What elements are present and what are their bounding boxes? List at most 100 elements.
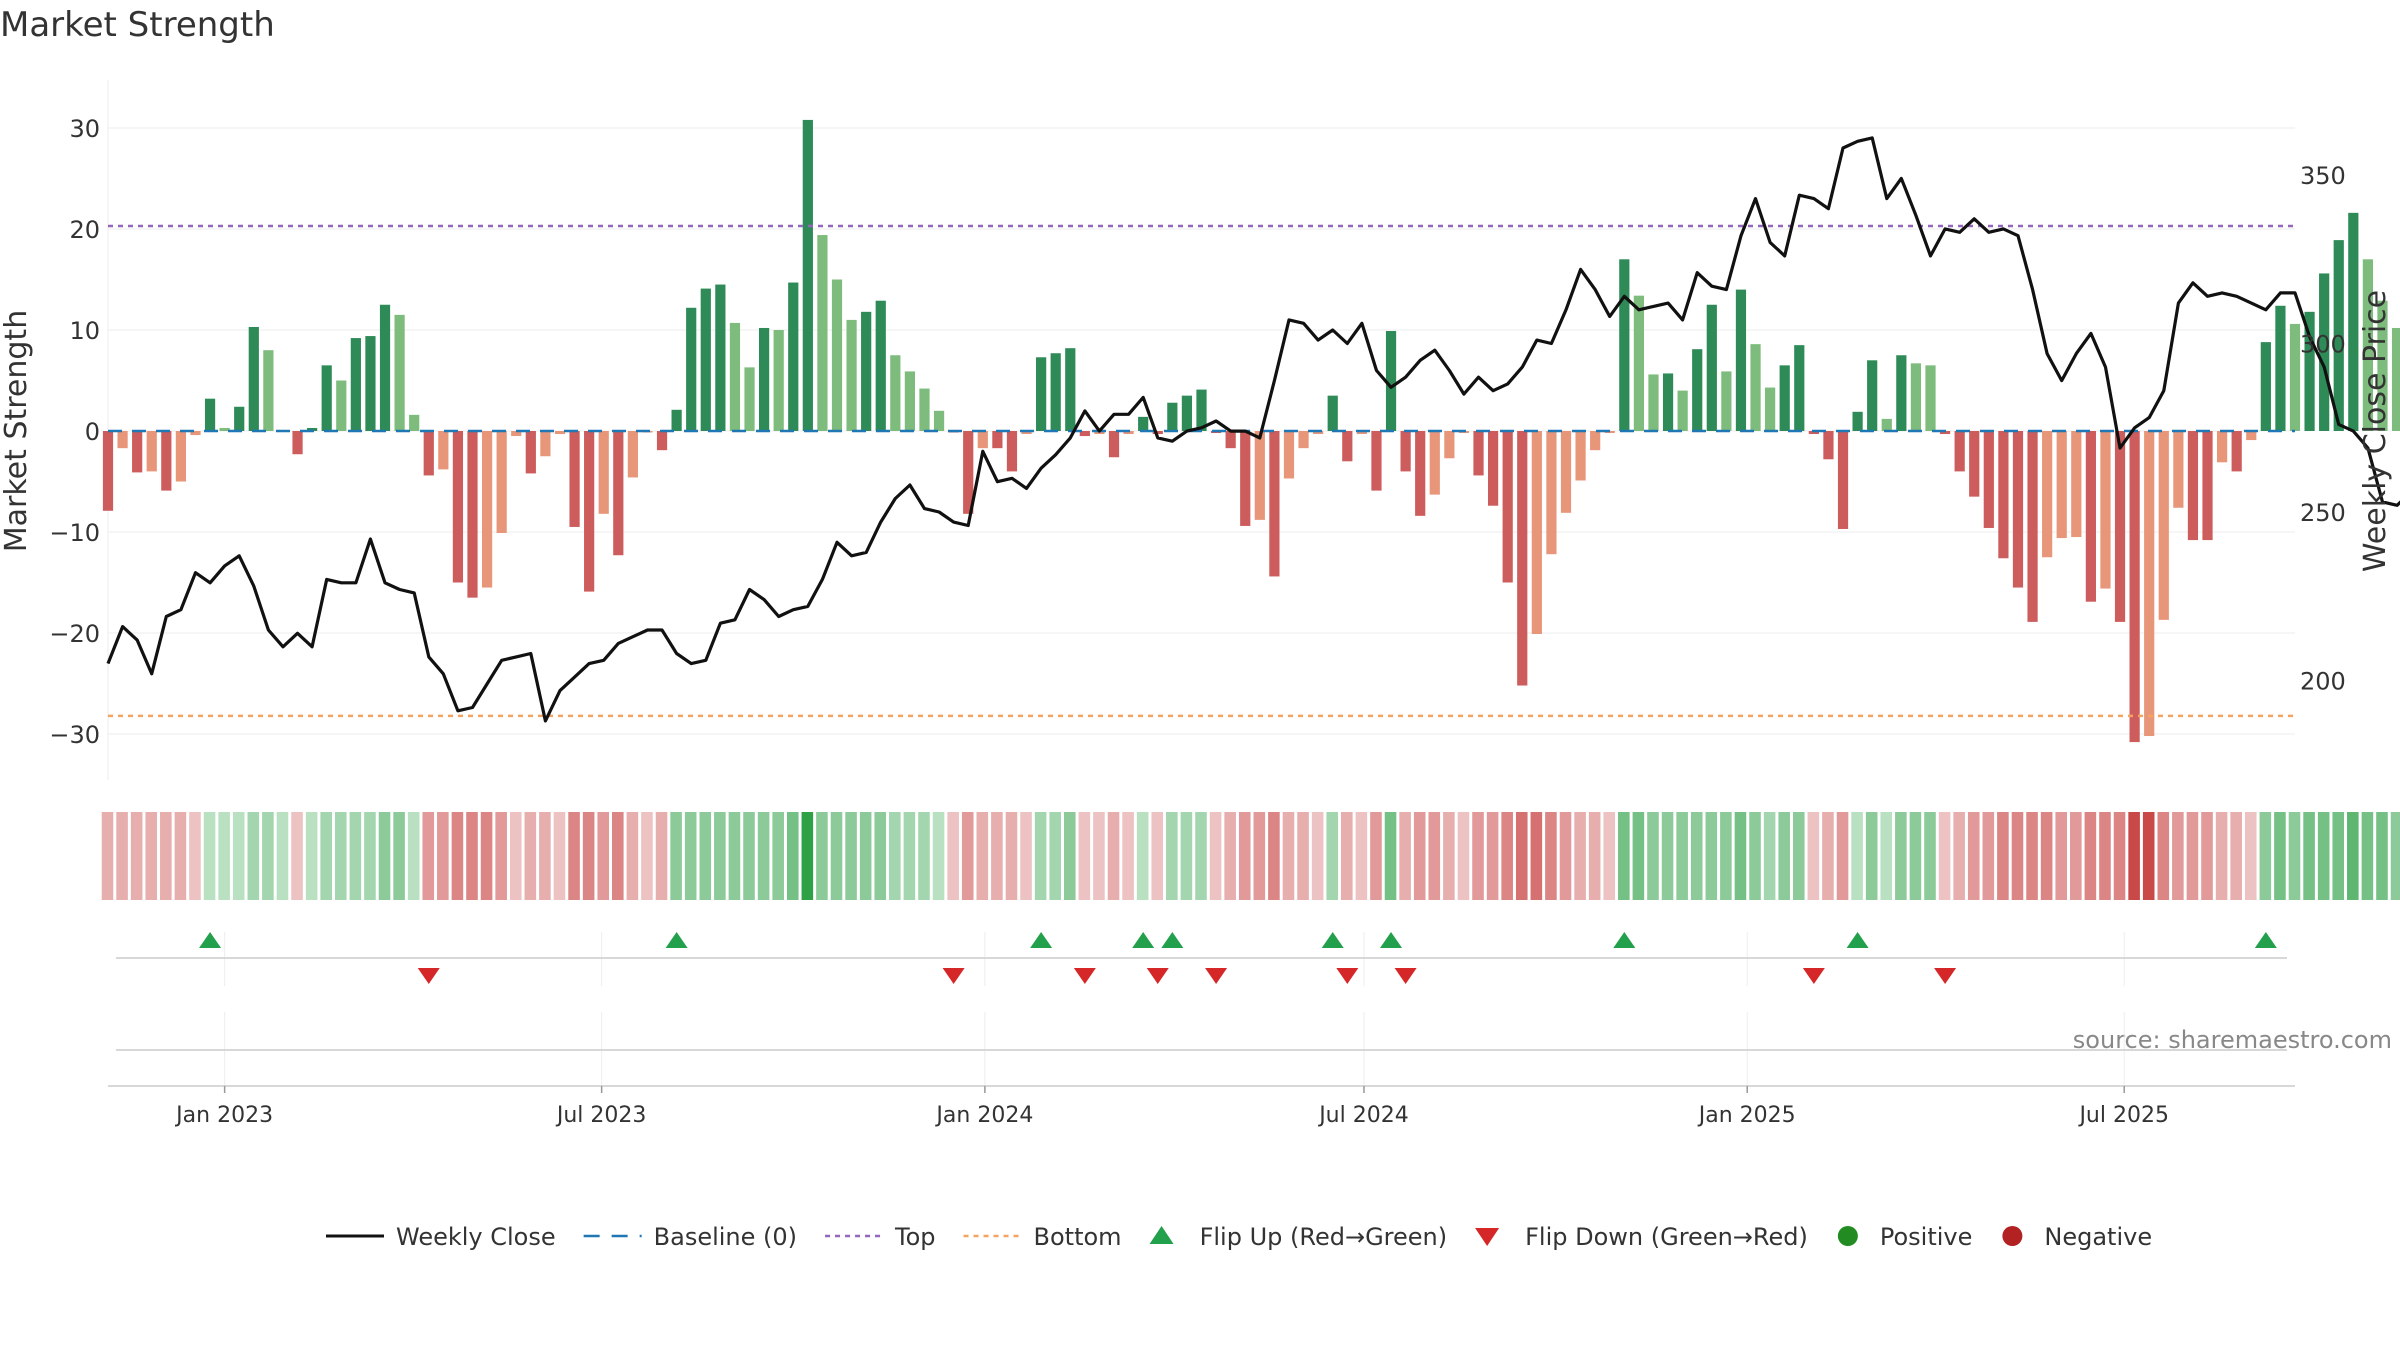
flip-up-marker bbox=[1613, 932, 1636, 948]
strength-bar bbox=[904, 371, 916, 431]
left-axis: 30 20 10 0 −10 −20 −30 Market Strength bbox=[0, 115, 100, 749]
strip-cell bbox=[466, 812, 478, 900]
strength-bar bbox=[336, 380, 347, 431]
strength-bar bbox=[846, 319, 857, 431]
flip-down-marker bbox=[1205, 968, 1228, 984]
strength-bar bbox=[1050, 353, 1061, 431]
strength-bar bbox=[861, 311, 872, 431]
strength-bars bbox=[102, 119, 2400, 743]
strength-bar bbox=[1546, 431, 1557, 555]
strip-cell bbox=[961, 812, 974, 900]
strength-bar bbox=[992, 431, 1003, 449]
strength-bar bbox=[2100, 431, 2111, 589]
strip-cell bbox=[364, 812, 376, 900]
x-tick-label: Jul 2024 bbox=[1317, 1103, 1409, 1128]
strength-bar bbox=[1283, 431, 1295, 479]
strength-bar bbox=[146, 431, 157, 472]
strip-cell bbox=[830, 812, 843, 900]
strength-bar bbox=[686, 307, 697, 431]
strength-bar bbox=[2304, 311, 2315, 431]
strip-cell bbox=[1545, 812, 1557, 900]
strip-cell bbox=[903, 812, 916, 900]
flip-down-marker bbox=[1336, 968, 1359, 984]
strength-bar bbox=[1939, 431, 1951, 435]
strip-cell bbox=[582, 812, 595, 900]
strength-bar bbox=[379, 304, 391, 431]
strength-bar bbox=[1021, 431, 1032, 435]
flip-down-marker bbox=[417, 968, 440, 984]
strip-cell bbox=[1486, 812, 1499, 900]
legend-swatch-circle bbox=[2002, 1226, 2023, 1246]
strength-bar bbox=[875, 300, 886, 431]
strip-cell bbox=[1253, 812, 1266, 900]
strength-bar bbox=[1896, 355, 1907, 431]
strip-cell bbox=[495, 812, 507, 900]
strength-bar bbox=[292, 431, 303, 455]
strength-bar bbox=[2275, 305, 2286, 431]
strip-cell bbox=[1428, 812, 1441, 900]
strength-bar bbox=[1502, 431, 1513, 583]
strip-cell bbox=[1034, 812, 1047, 900]
strength-bar bbox=[1123, 431, 1134, 435]
strength-bar bbox=[2246, 431, 2257, 441]
flip-up-marker bbox=[2254, 932, 2277, 948]
strength-bar bbox=[2377, 300, 2388, 431]
strength-bar bbox=[1706, 304, 1717, 431]
flip-down-marker bbox=[1394, 968, 1417, 984]
strength-bar bbox=[161, 431, 172, 491]
strip-cell bbox=[378, 812, 391, 900]
strip-cell bbox=[918, 812, 930, 900]
strength-bar bbox=[758, 327, 770, 431]
strip-cell bbox=[597, 812, 610, 900]
strip-cell bbox=[437, 812, 449, 900]
strip-cell bbox=[1355, 812, 1368, 900]
strength-bar bbox=[1400, 431, 1411, 472]
strip-cell bbox=[1530, 812, 1543, 900]
strength-bar bbox=[2187, 431, 2199, 541]
strength-bar bbox=[2114, 431, 2126, 622]
strip-cell bbox=[1151, 812, 1164, 900]
strength-bar bbox=[2202, 431, 2213, 541]
strength-bar bbox=[2056, 431, 2067, 539]
y-tick-label: 0 bbox=[85, 418, 100, 446]
flip-up-marker bbox=[1161, 932, 1184, 948]
strip-cell bbox=[1501, 812, 1513, 900]
strength-bar bbox=[1575, 431, 1586, 481]
legend-label: Top bbox=[894, 1223, 936, 1251]
weekly-close-line bbox=[106, 136, 2400, 723]
strip-cell bbox=[1341, 812, 1353, 900]
x-tick-label: Jan 2024 bbox=[934, 1103, 1033, 1128]
strength-bar bbox=[1954, 431, 1965, 472]
strip-cell bbox=[2332, 812, 2345, 900]
flip-up-marker bbox=[1380, 932, 1403, 948]
strip-cell bbox=[1938, 812, 1951, 900]
strength-bar bbox=[715, 284, 726, 431]
strength-bar bbox=[481, 431, 493, 588]
strength-bar bbox=[438, 431, 449, 470]
y-tick-label: −10 bbox=[49, 519, 100, 547]
strength-bar bbox=[190, 431, 201, 436]
strip-cell bbox=[743, 812, 755, 900]
strip-cell bbox=[1224, 812, 1236, 900]
strip-cell bbox=[670, 812, 682, 900]
reference-lines bbox=[108, 224, 2295, 718]
strength-bar bbox=[2027, 431, 2038, 622]
strip-cell bbox=[1967, 812, 1980, 900]
flip-down-marker bbox=[1802, 968, 1825, 984]
strength-bar bbox=[1065, 348, 1076, 431]
flip-down-marker bbox=[942, 968, 965, 984]
strength-bar bbox=[729, 322, 741, 431]
strength-bar bbox=[452, 431, 464, 583]
strip-cell bbox=[772, 812, 784, 900]
strength-bar bbox=[2129, 431, 2140, 743]
strip-cell bbox=[1880, 812, 1893, 900]
strength-bar bbox=[2012, 431, 2024, 588]
strength-bar bbox=[788, 282, 799, 431]
legend-item: Weekly Close bbox=[326, 1223, 556, 1251]
strength-bar bbox=[350, 338, 361, 431]
x-tick-label: Jan 2025 bbox=[1697, 1103, 1796, 1128]
legend-item: Top bbox=[825, 1223, 936, 1251]
strip-cell bbox=[2390, 812, 2400, 900]
strength-bar bbox=[933, 410, 945, 431]
strength-bar bbox=[1837, 431, 1849, 529]
